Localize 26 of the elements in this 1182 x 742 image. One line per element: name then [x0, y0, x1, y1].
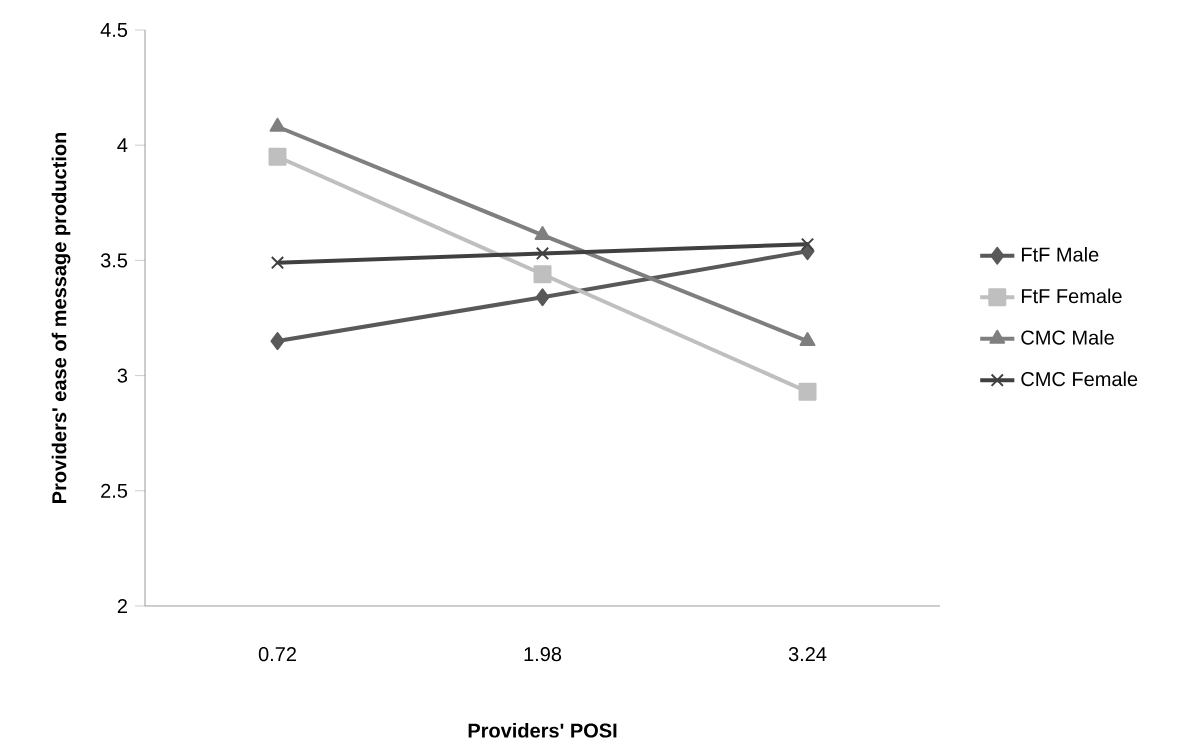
point — [535, 246, 550, 261]
point — [534, 226, 551, 241]
point — [269, 117, 286, 132]
point — [535, 288, 550, 307]
legend-label: CMC Female — [1021, 371, 1138, 387]
point — [270, 256, 285, 270]
legend-label: CMC Male — [1021, 329, 1114, 345]
y-tick-label: 4 — [117, 138, 128, 153]
y-tick-label: 4.5 — [100, 23, 128, 37]
y-tick-label: 2 — [117, 599, 127, 613]
point — [798, 382, 817, 401]
point — [533, 265, 552, 284]
y-tick-label: 3 — [117, 368, 128, 383]
point — [799, 332, 816, 347]
x-tick-label: 0.72 — [258, 647, 296, 662]
point — [800, 237, 815, 251]
y-tick-label: 3.5 — [100, 253, 128, 268]
point — [270, 332, 285, 351]
x-tick-label: 1.98 — [524, 647, 562, 662]
legend-label: FtF Female — [1021, 288, 1122, 304]
y-axis-title: Providers' ease of message production — [51, 132, 71, 503]
point — [268, 147, 287, 166]
y-tick-label: 2.5 — [101, 483, 128, 498]
x-axis-title: Providers' POSI — [468, 722, 617, 738]
legend-label: FtF Male — [1021, 247, 1099, 262]
x-tick-label: 3.24 — [788, 647, 827, 662]
